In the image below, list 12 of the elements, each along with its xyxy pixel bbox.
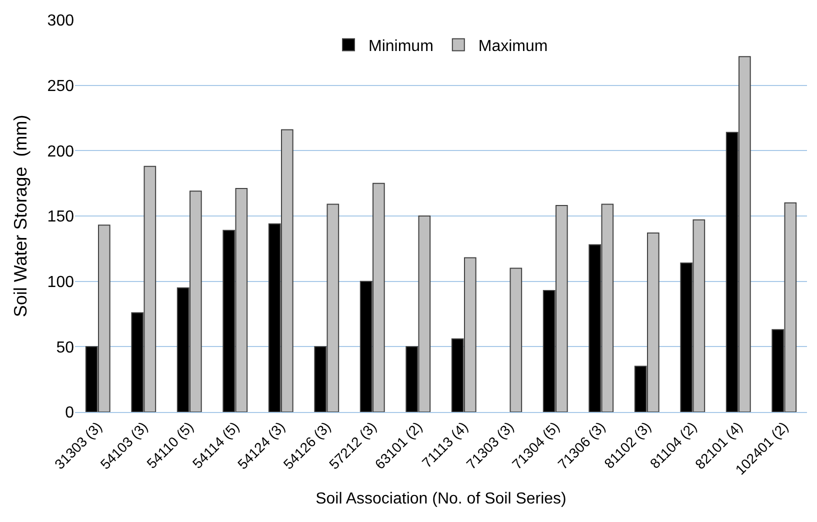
- y-tick-label: 0: [65, 404, 74, 422]
- y-tick-label: 200: [47, 143, 74, 160]
- y-tick-label: 50: [56, 339, 74, 356]
- y-tick-label: 300: [47, 12, 74, 30]
- legend-label: Maximum: [478, 38, 548, 55]
- y-tick-label: 150: [47, 208, 74, 226]
- y-axis-title: Soil Water Storage (mm): [10, 114, 30, 318]
- legend-label: Minimum: [368, 38, 434, 55]
- x-axis-title: Soil Association (No. of Soil Series): [316, 490, 566, 508]
- bar: [510, 268, 522, 412]
- y-tick-label: 100: [47, 274, 74, 291]
- y-tick-label: 250: [47, 78, 74, 95]
